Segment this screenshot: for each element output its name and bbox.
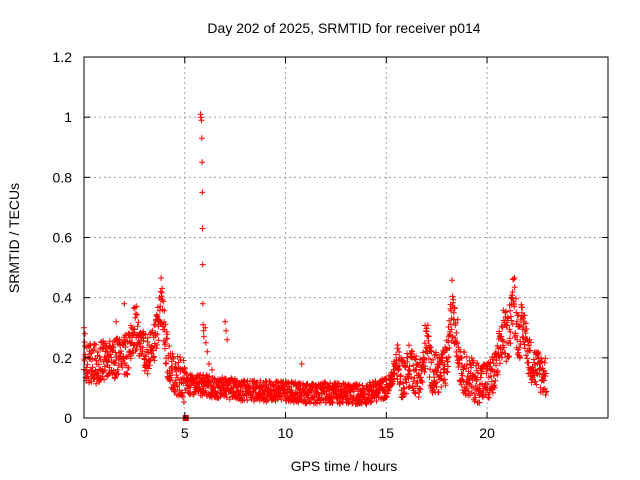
y-axis-label: SRMTID / TECUs: [6, 183, 22, 293]
y-tick-label: 0: [64, 410, 72, 426]
y-tick-label: 0.4: [53, 290, 73, 306]
axis-ticks: [83, 56, 608, 419]
y-tick-label: 1: [64, 109, 72, 125]
x-tick-label: 10: [278, 425, 294, 441]
y-tick-labels: 0 0.2 0.4 0.6 0.8 1 1.2: [53, 49, 73, 426]
x-tick-label: 20: [479, 425, 495, 441]
x-tick-label: 0: [80, 425, 88, 441]
x-tick-label: 5: [181, 425, 189, 441]
y-tick-label: 0.2: [53, 350, 73, 366]
x-tick-labels: 0 5 10 15 20: [80, 425, 495, 441]
y-tick-label: 0.6: [53, 230, 73, 246]
x-axis-label: GPS time / hours: [291, 458, 398, 474]
y-tick-label: 0.8: [53, 169, 73, 185]
y-tick-label: 1.2: [53, 49, 73, 65]
chart-title: Day 202 of 2025, SRMTID for receiver p01…: [207, 20, 480, 36]
x-tick-label: 15: [379, 425, 395, 441]
